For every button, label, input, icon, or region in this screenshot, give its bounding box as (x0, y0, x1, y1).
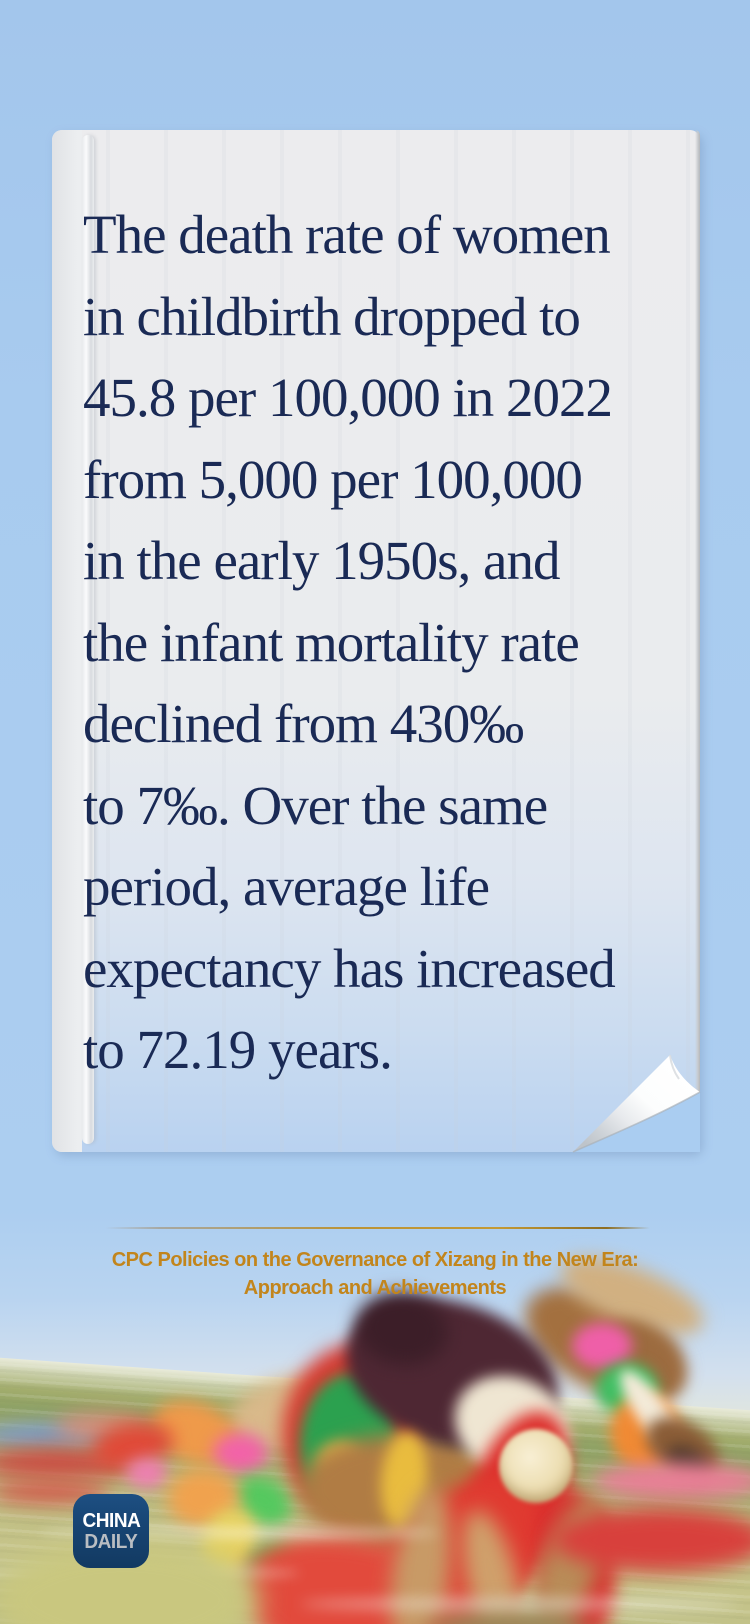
ground-shadow-blur (428, 1608, 590, 1624)
horse-racing-photo (0, 1210, 750, 1624)
gold-divider-line (105, 1227, 650, 1229)
curl-inner-highlight (669, 1054, 680, 1080)
grass-highlight-streak (300, 1598, 740, 1610)
grass-highlight-streak (40, 1528, 440, 1538)
logo-text-china: CHINA (82, 1509, 140, 1532)
china-daily-logo: CHINA DAILY (73, 1494, 149, 1568)
quote-text: The death rate of women in childbirth dr… (83, 204, 616, 1080)
pink-streak-blur (593, 1463, 750, 1499)
caption-title: CPC Policies on the Governance of Xizang… (111, 1249, 639, 1299)
tail-ribbon-pink (213, 1433, 268, 1473)
curl-edge-line (572, 1091, 701, 1153)
bridle-pink-ribbon (572, 1323, 632, 1369)
tail-ribbon-pink (126, 1458, 168, 1488)
curl-fold (573, 1055, 700, 1152)
page-curl (572, 1054, 701, 1153)
rider-white-hat (499, 1429, 573, 1503)
page-right-edge (695, 130, 700, 1152)
red-band-blur (553, 1508, 750, 1572)
logo-text-daily: DAILY (84, 1530, 138, 1553)
